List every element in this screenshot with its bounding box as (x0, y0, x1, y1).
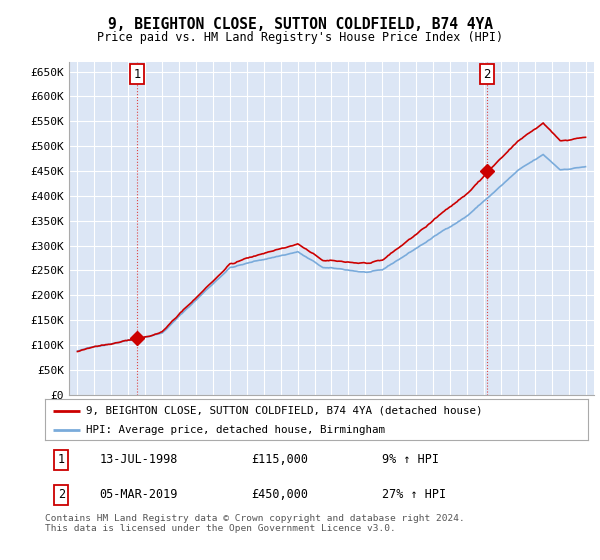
Text: 27% ↑ HPI: 27% ↑ HPI (382, 488, 446, 501)
Text: Price paid vs. HM Land Registry's House Price Index (HPI): Price paid vs. HM Land Registry's House … (97, 31, 503, 44)
Text: 9, BEIGHTON CLOSE, SUTTON COLDFIELD, B74 4YA (detached house): 9, BEIGHTON CLOSE, SUTTON COLDFIELD, B74… (86, 405, 482, 416)
Text: 1: 1 (134, 68, 141, 81)
Text: 2: 2 (58, 488, 65, 501)
Text: 05-MAR-2019: 05-MAR-2019 (100, 488, 178, 501)
Text: 2: 2 (483, 68, 491, 81)
Text: Contains HM Land Registry data © Crown copyright and database right 2024.
This d: Contains HM Land Registry data © Crown c… (45, 514, 465, 534)
Text: HPI: Average price, detached house, Birmingham: HPI: Average price, detached house, Birm… (86, 424, 385, 435)
Text: 9, BEIGHTON CLOSE, SUTTON COLDFIELD, B74 4YA: 9, BEIGHTON CLOSE, SUTTON COLDFIELD, B74… (107, 17, 493, 32)
Text: £115,000: £115,000 (251, 454, 308, 466)
Text: 9% ↑ HPI: 9% ↑ HPI (382, 454, 439, 466)
Text: 13-JUL-1998: 13-JUL-1998 (100, 454, 178, 466)
Text: £450,000: £450,000 (251, 488, 308, 501)
Text: 1: 1 (58, 454, 65, 466)
